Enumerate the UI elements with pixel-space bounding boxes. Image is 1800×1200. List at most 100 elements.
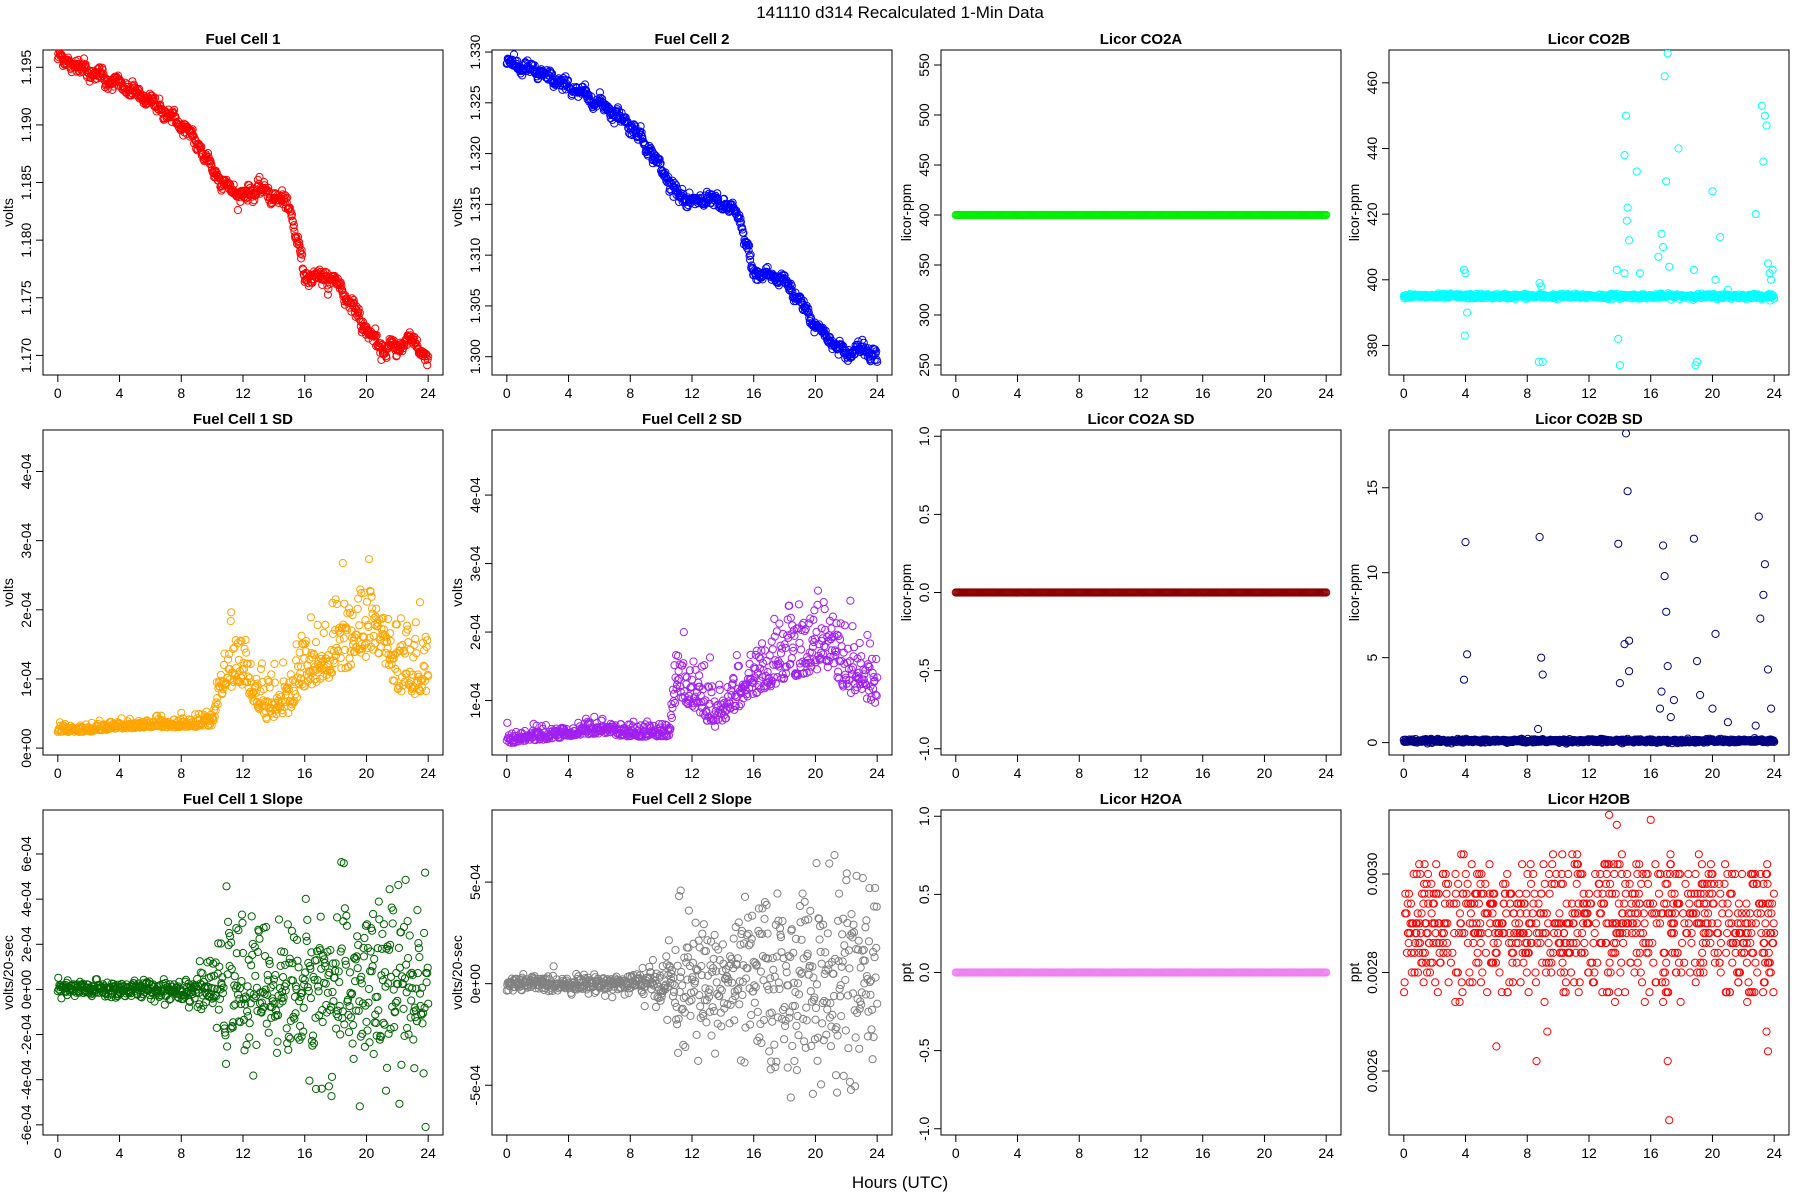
y-tick-label: 1.195 [18, 50, 34, 85]
data-point [368, 604, 377, 613]
data-point [395, 682, 404, 691]
data-point [1620, 269, 1629, 278]
x-tick-label: 8 [1075, 385, 1083, 401]
data-point [1654, 252, 1663, 261]
data-points [53, 555, 433, 737]
panel-title: Licor CO2B [1548, 31, 1631, 48]
data-point [209, 716, 218, 725]
data-point [715, 680, 724, 689]
data-point [812, 627, 821, 636]
data-point [219, 660, 229, 670]
data-points [53, 50, 433, 370]
data-point [382, 353, 391, 362]
data-point [871, 690, 880, 699]
data-point [227, 608, 236, 617]
data-point [206, 157, 215, 166]
data-point [830, 646, 840, 655]
data-point [224, 655, 233, 664]
data-point [846, 688, 856, 698]
data-point [679, 628, 688, 637]
data-point [376, 642, 385, 651]
data-point [736, 700, 746, 709]
data-point [234, 655, 243, 664]
data-point [1757, 101, 1766, 110]
x-tick-label: 0 [952, 765, 960, 781]
y-tick-label: 1.315 [467, 187, 483, 222]
data-point [655, 720, 664, 729]
data-point [548, 69, 557, 78]
data-point [386, 636, 395, 646]
data-point [213, 700, 222, 709]
data-point [283, 193, 292, 202]
data-point [415, 598, 425, 607]
data-point [330, 658, 339, 668]
data-point [295, 648, 304, 657]
x-tick-label: 24 [420, 385, 436, 401]
y-tick-label: 500 [916, 103, 932, 127]
data-point [396, 614, 405, 623]
data-point [296, 249, 305, 258]
data-point [721, 714, 731, 723]
x-tick-label: 16 [1195, 385, 1211, 401]
data-point [786, 659, 795, 669]
data-point [356, 648, 365, 657]
x-tick-label: 4 [1462, 385, 1470, 401]
data-point [812, 665, 822, 674]
data-point [379, 625, 388, 634]
data-point [805, 667, 814, 676]
data-point [1635, 269, 1645, 278]
x-axis: 0 4 8 12 16 20 24 [1400, 754, 1782, 781]
data-point [684, 691, 694, 701]
data-point [705, 653, 715, 662]
data-point [406, 645, 415, 654]
data-point [681, 672, 690, 681]
x-tick-label: 0 [503, 765, 511, 781]
data-point [1625, 236, 1634, 245]
y-tick-label: 1.0 [916, 426, 932, 446]
data-point [804, 304, 813, 313]
data-point [834, 667, 843, 676]
data-point [296, 674, 305, 683]
y-axis-label: licor-ppm [898, 564, 914, 622]
y-tick-label: 550 [916, 53, 932, 77]
data-point [203, 149, 213, 158]
data-point [561, 72, 570, 81]
data-point [840, 621, 849, 630]
x-tick-label: 0 [54, 385, 62, 401]
data-point [809, 615, 818, 624]
x-tick-label: 8 [626, 385, 634, 401]
data-point [748, 689, 757, 699]
x-tick-label: 24 [1318, 385, 1334, 401]
data-point [866, 695, 876, 705]
data-point [397, 687, 406, 696]
data-point [319, 628, 328, 638]
data-point [715, 685, 724, 695]
data-point [293, 232, 303, 241]
x-tick-label: 24 [869, 385, 885, 401]
data-point [295, 680, 304, 689]
panel-title: Fuel Cell 1 [205, 31, 280, 48]
data-point [344, 604, 354, 613]
data-point [668, 703, 677, 712]
data-point [682, 673, 692, 682]
data-point [412, 335, 421, 345]
data-point [768, 645, 777, 654]
data-point [256, 664, 266, 674]
data-point [777, 644, 787, 653]
data-point [780, 674, 789, 683]
data-point [194, 709, 203, 719]
data-point [821, 625, 830, 634]
data-point [629, 717, 638, 726]
data-point [847, 665, 856, 674]
x-tick-label: 8 [1523, 765, 1531, 781]
data-point [1711, 275, 1720, 284]
data-point [363, 644, 372, 653]
data-points [502, 50, 882, 366]
data-point [641, 720, 650, 729]
data-point [776, 649, 786, 658]
data-point [345, 608, 355, 617]
x-tick-label: 12 [1133, 385, 1149, 401]
data-point [81, 60, 90, 69]
